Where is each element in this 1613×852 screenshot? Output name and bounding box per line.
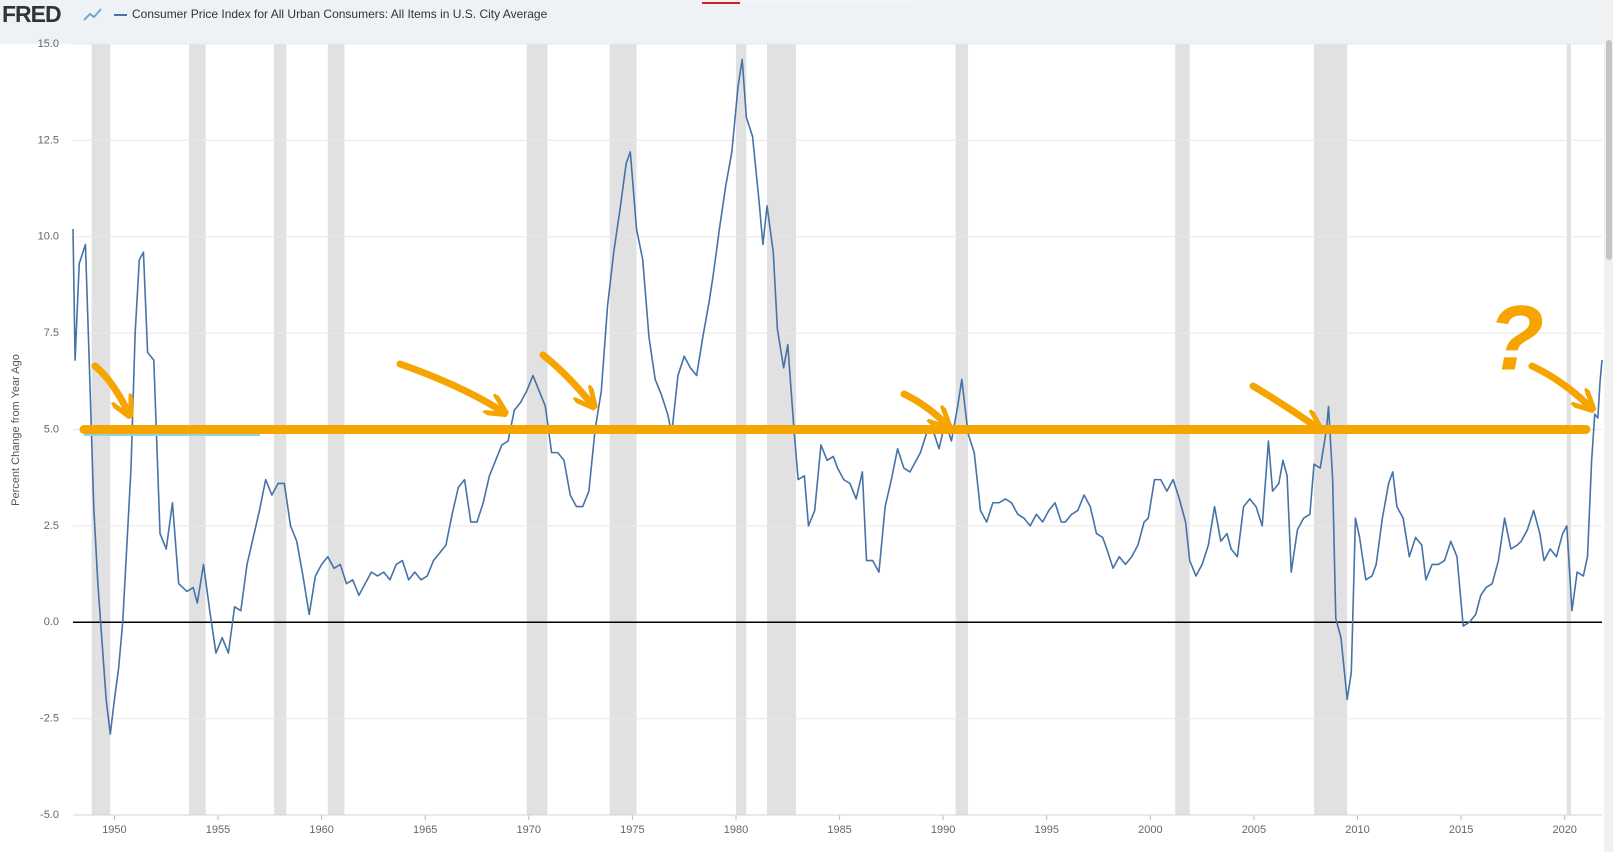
- y-tick-label: 12.5: [38, 134, 59, 146]
- x-tick-label: 2010: [1345, 824, 1369, 836]
- x-tick-label: 1950: [102, 824, 126, 836]
- y-tick-label: 2.5: [44, 520, 59, 532]
- toolbar-stub: [702, 0, 912, 4]
- y-tick-label: 7.5: [44, 327, 59, 339]
- y-tick-label: -5.0: [40, 809, 59, 821]
- x-tick-label: 2015: [1449, 824, 1473, 836]
- x-tick-label: 1995: [1035, 824, 1059, 836]
- x-tick-label: 1965: [413, 824, 437, 836]
- x-tick-label: 1960: [309, 824, 333, 836]
- arrow: [1528, 362, 1588, 405]
- x-tick-label: 1975: [620, 824, 644, 836]
- chart-bg: [0, 44, 1613, 852]
- x-tick-label: 2020: [1552, 824, 1576, 836]
- y-tick-label: 0.0: [44, 616, 59, 628]
- legend-label[interactable]: Consumer Price Index for All Urban Consu…: [132, 7, 548, 21]
- x-tick-label: 1990: [931, 824, 955, 836]
- logo-icon: [83, 8, 102, 21]
- arrow: [539, 351, 590, 402]
- y-tick-label: -2.5: [40, 713, 59, 725]
- x-tick-label: 2000: [1138, 824, 1162, 836]
- logo[interactable]: FRED: [2, 1, 62, 27]
- x-tick-label: 2005: [1242, 824, 1266, 836]
- arrow: [396, 360, 500, 410]
- arrow: [91, 362, 127, 410]
- y-tick-label: 15.0: [38, 38, 59, 50]
- y-tick-label: 10.0: [38, 231, 59, 243]
- x-tick-label: 1985: [827, 824, 851, 836]
- y-axis-label: Percent Change from Year Ago: [10, 354, 22, 506]
- annotation-text: ?: [1488, 287, 1544, 389]
- arrow: [900, 390, 944, 422]
- scrollbar-thumb[interactable]: [1606, 40, 1612, 260]
- toolbar-mark: [702, 2, 740, 4]
- x-tick-label: 1980: [724, 824, 748, 836]
- x-tick-label: 1970: [517, 824, 541, 836]
- annotations: ?: [79, 287, 1588, 436]
- series-line: [72, 58, 1603, 735]
- arrow: [1249, 382, 1315, 426]
- header-bar: [0, 0, 1613, 44]
- y-tick-label: 5.0: [44, 423, 59, 435]
- x-tick-label: 1955: [206, 824, 230, 836]
- scrollbar[interactable]: [1604, 0, 1613, 852]
